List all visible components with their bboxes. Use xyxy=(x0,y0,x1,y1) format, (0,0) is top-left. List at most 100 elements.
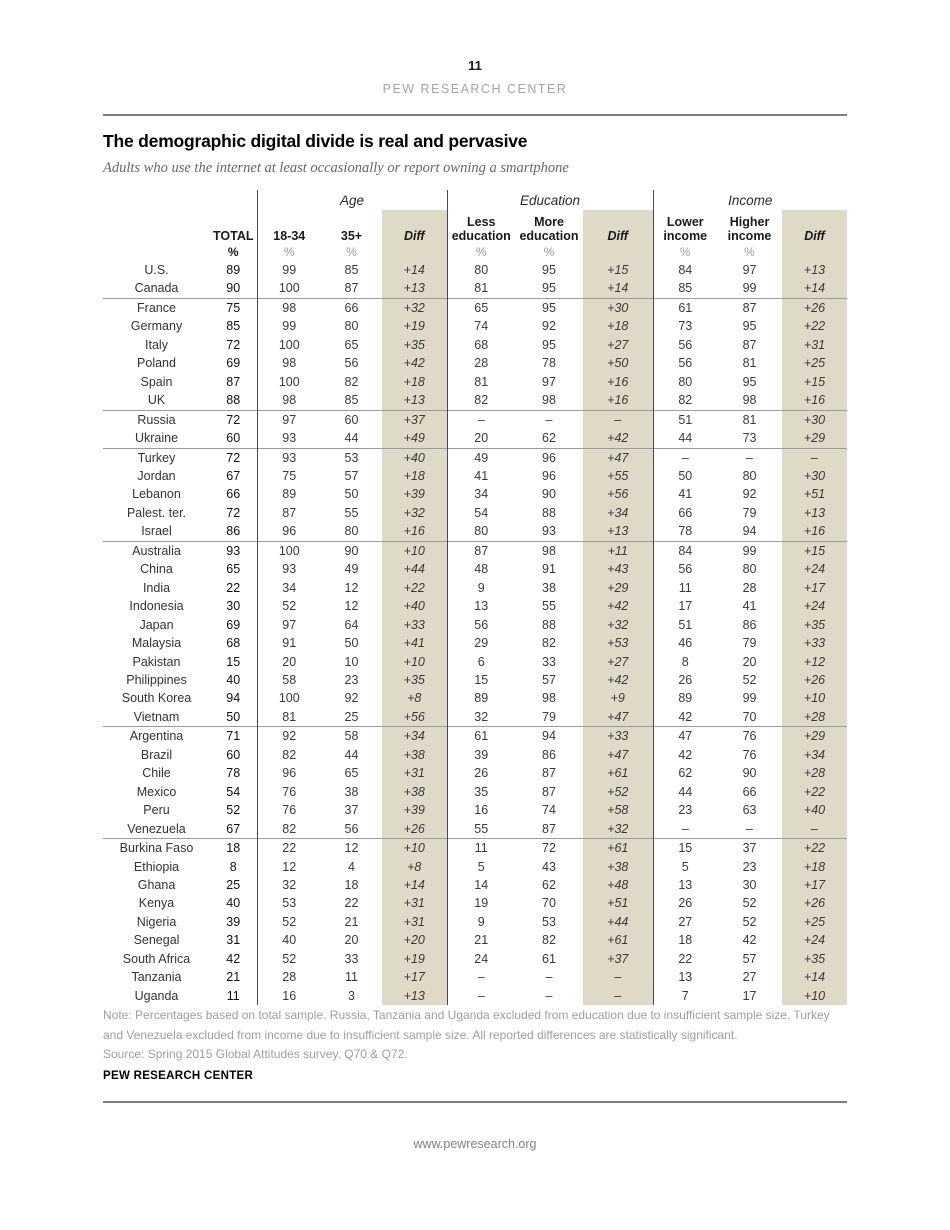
cell-edu-diff: +42 xyxy=(583,597,654,616)
cell-age-18-34: 20 xyxy=(282,654,297,669)
table-row: Venezuela 67 82 56 +26 55 87 +32 – – – xyxy=(103,819,848,839)
cell-total: 22 xyxy=(210,578,258,598)
cell-age-35plus: 56 xyxy=(344,821,359,836)
cell-income-higher: 76 xyxy=(717,726,783,746)
column-header-edu-less: Less education xyxy=(451,215,511,243)
cell-country: Japan xyxy=(139,617,174,632)
cell-income-lower: 73 xyxy=(678,319,693,334)
cell-country: China xyxy=(140,562,173,577)
cell-age-35plus: 50 xyxy=(344,487,359,502)
cell-income-higher: 52 xyxy=(742,914,757,929)
cell-age-35plus: 44 xyxy=(344,431,359,446)
cell-edu-diff: +13 xyxy=(583,522,654,542)
cell-country: Vietnam xyxy=(133,709,180,724)
cell-income-lower: 18 xyxy=(678,933,693,948)
cell-edu-less: 81 xyxy=(474,374,489,389)
cell-age-35plus: 12 xyxy=(344,599,359,614)
cell-edu-diff: +15 xyxy=(583,261,654,280)
cell-age-diff: +40 xyxy=(382,597,448,616)
cell-edu-more: 55 xyxy=(542,599,556,614)
table-row: Turkey 72 93 53 +40 49 96 +47– – – xyxy=(103,447,848,467)
cell-edu-diff: +42 xyxy=(583,429,654,449)
cell-income-diff: +26 xyxy=(782,670,848,690)
cell-total: 39 xyxy=(210,912,258,932)
cell-edu-more: 95 xyxy=(542,263,556,277)
cell-edu-less: 65 xyxy=(447,297,515,318)
spacer-cell xyxy=(103,190,210,210)
group-label-education: Education xyxy=(447,190,654,210)
cell-age-35plus: 23 xyxy=(344,672,359,687)
cell-country: Turkey xyxy=(103,447,210,467)
cell-income-higher: 94 xyxy=(742,524,757,539)
cell-age-diff: +32 xyxy=(382,297,448,318)
cell-total: 40 xyxy=(210,894,258,913)
percent-symbol-row: % % % % % % % xyxy=(103,245,848,261)
cell-income-lower: 22 xyxy=(678,951,693,966)
cell-edu-more: 98 xyxy=(542,393,556,408)
cell-edu-more: 86 xyxy=(542,747,556,762)
cell-income-diff: +28 xyxy=(782,707,848,727)
group-label-age: Age xyxy=(257,190,448,210)
percent-symbol: % xyxy=(210,245,258,261)
cell-age-35plus: 85 xyxy=(344,393,359,408)
cell-income-diff: +51 xyxy=(782,485,848,504)
cell-edu-diff: +48 xyxy=(583,875,654,895)
cell-edu-diff: +47 xyxy=(583,745,654,765)
cell-edu-diff: +16 xyxy=(583,372,654,392)
cell-edu-less: 81 xyxy=(474,281,489,296)
cell-age-35plus: 4 xyxy=(348,859,355,874)
cell-income-lower: 89 xyxy=(678,691,693,706)
cell-income-higher: 27 xyxy=(742,970,757,985)
cell-edu-less: 19 xyxy=(474,896,489,911)
cell-income-diff: +34 xyxy=(782,745,848,765)
cell-country: Russia xyxy=(103,409,210,430)
cell-income-diff: +10 xyxy=(782,986,848,1006)
cell-age-diff: +20 xyxy=(382,931,448,950)
cell-total: 54 xyxy=(210,782,258,802)
spacer-cell xyxy=(103,245,210,261)
cell-income-lower: 42 xyxy=(678,747,693,762)
cell-total: 86 xyxy=(210,522,258,542)
cell-age-18-34: 93 xyxy=(282,562,297,577)
cell-edu-less: 89 xyxy=(474,691,489,706)
cell-income-diff: +25 xyxy=(782,912,848,932)
cell-age-35plus: 85 xyxy=(344,263,359,277)
cell-total: 85 xyxy=(210,317,258,336)
cell-country: Indonesia xyxy=(129,599,184,614)
cell-age-diff: +10 xyxy=(382,838,448,858)
cell-income-diff: +35 xyxy=(782,949,848,969)
cell-income-higher: 37 xyxy=(717,838,783,858)
cell-income-higher: 81 xyxy=(742,356,757,371)
cell-income-lower: 62 xyxy=(678,766,693,781)
cell-edu-diff: +11 xyxy=(583,540,654,561)
cell-edu-more: 98 xyxy=(542,691,556,706)
cell-age-diff: +32 xyxy=(382,503,448,523)
cell-edu-more: 88 xyxy=(542,617,556,632)
cell-income-diff: +30 xyxy=(782,466,848,486)
cell-country: U.S. xyxy=(144,263,169,277)
cell-edu-diff: +47 xyxy=(583,447,654,467)
column-header-total: TOTAL xyxy=(210,210,258,245)
cell-income-diff: +24 xyxy=(782,560,848,579)
cell-income-lower: 80 xyxy=(678,374,693,389)
cell-age-diff: +34 xyxy=(382,726,448,746)
table-row: Tanzania 21 28 11 +17 – – – 13 27 +14 xyxy=(103,968,848,987)
cell-age-diff: +35 xyxy=(382,670,448,690)
cell-income-lower: 84 xyxy=(653,540,718,561)
cell-total: 68 xyxy=(210,634,258,653)
cell-age-35plus: 50 xyxy=(344,636,359,651)
cell-income-diff: +29 xyxy=(782,429,848,449)
cell-age-diff: +31 xyxy=(382,912,448,932)
cell-edu-less: 54 xyxy=(474,505,489,520)
cell-age-35plus: 82 xyxy=(344,374,359,389)
cell-country: Spain xyxy=(140,374,173,389)
cell-edu-more: – xyxy=(545,988,553,1003)
cell-edu-less: 87 xyxy=(447,540,515,561)
table-row: Japan 69 97 64 +33 56 88 +32 51 86 +35 xyxy=(103,615,848,635)
cell-edu-more: 91 xyxy=(542,562,556,577)
cell-income-lower: 15 xyxy=(653,838,718,858)
cell-age-35plus: 12 xyxy=(321,838,382,858)
cell-age-18-34: 58 xyxy=(282,672,297,687)
cell-country: Tanzania xyxy=(131,970,182,985)
header-divider-line xyxy=(103,114,847,116)
